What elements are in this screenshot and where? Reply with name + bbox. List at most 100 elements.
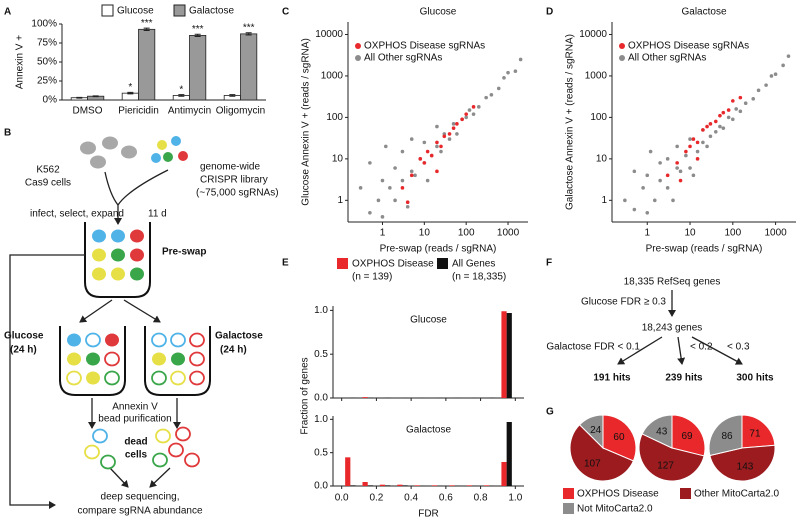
point	[413, 173, 417, 178]
chart-title: Glucose	[420, 7, 457, 18]
y-tick-label: 0.5	[314, 447, 328, 458]
bar	[240, 33, 258, 101]
point	[678, 169, 683, 174]
slice-label: 43	[656, 426, 668, 437]
point	[405, 200, 410, 205]
slice-label: 71	[749, 429, 761, 440]
point	[701, 128, 705, 132]
cells-label: Cas9 cells	[25, 178, 71, 189]
slice-label: 86	[721, 431, 733, 442]
significance: ***	[243, 22, 255, 33]
purification-label: bead purification	[98, 414, 171, 425]
point	[368, 211, 372, 215]
point	[422, 140, 427, 145]
cell	[84, 444, 100, 460]
point	[439, 144, 443, 149]
cell	[67, 333, 81, 347]
point	[701, 140, 705, 145]
cell	[92, 229, 106, 243]
point	[471, 112, 476, 116]
point	[467, 108, 472, 112]
cell	[151, 332, 167, 348]
point	[464, 115, 468, 120]
cell	[168, 442, 184, 458]
point	[383, 144, 388, 149]
bar	[189, 35, 207, 101]
y-tick-label: 1	[337, 195, 343, 206]
cell	[152, 352, 166, 366]
cell	[67, 352, 81, 366]
point	[691, 173, 696, 178]
bar	[367, 485, 373, 486]
bar	[431, 485, 438, 486]
point	[435, 144, 439, 149]
pie-slice	[569, 424, 635, 482]
pie-slice	[578, 414, 604, 450]
legend-label: Galactose	[189, 6, 234, 17]
point	[435, 124, 439, 129]
facet-title: Glucose	[410, 315, 447, 326]
y-tick-label: 0%	[43, 95, 58, 106]
point	[623, 198, 627, 203]
point	[671, 198, 675, 203]
point	[726, 108, 731, 112]
readout-label: deep sequencing,	[101, 492, 180, 503]
point	[409, 137, 414, 141]
y-axis-label: Annexin V +	[15, 35, 26, 89]
point	[388, 186, 392, 190]
arrow	[114, 169, 169, 225]
library-label: genome-wide	[200, 162, 260, 173]
point	[648, 149, 653, 154]
cell	[152, 452, 168, 468]
x-axis-label: Pre-swap (reads / sgRNA)	[380, 244, 497, 255]
arrow	[149, 467, 171, 488]
bar	[501, 311, 507, 398]
arrow	[9, 254, 85, 509]
arrow	[79, 299, 113, 323]
bar	[506, 422, 512, 486]
point	[476, 105, 481, 109]
y-tick-label: 1	[601, 195, 607, 206]
y-tick-label: 1.0	[314, 414, 328, 425]
point	[632, 207, 637, 212]
point	[464, 112, 468, 116]
legend-marker	[619, 43, 625, 49]
error-bar	[92, 95, 99, 98]
bar	[345, 457, 351, 486]
legend-swatch	[337, 258, 348, 269]
total-label: 18,335 RefSeq genes	[624, 277, 721, 288]
y-tick-label: 100	[326, 112, 343, 123]
y-tick-label: 1000	[585, 71, 608, 82]
bar	[385, 485, 391, 486]
legend-swatch	[563, 488, 574, 499]
pie-slice	[641, 414, 673, 449]
bar	[379, 484, 386, 486]
legend-label: Glucose	[117, 6, 154, 17]
cell	[66, 370, 82, 386]
point	[781, 63, 785, 68]
cells-label: K562	[36, 165, 60, 176]
x-tick-label: 0.0	[335, 493, 349, 504]
point	[455, 132, 459, 136]
point	[764, 83, 768, 87]
point	[409, 173, 414, 178]
point	[418, 157, 423, 161]
bar	[501, 462, 507, 486]
x-tick-label: 100	[458, 228, 475, 239]
cell	[121, 145, 137, 159]
point	[738, 95, 743, 100]
panel-label: C	[282, 7, 289, 18]
threshold-label: < 0.3	[727, 342, 750, 353]
bar	[362, 397, 368, 398]
bar	[138, 28, 156, 101]
point	[675, 166, 679, 170]
error-bar	[143, 27, 150, 31]
x-tick-label: 1000	[497, 228, 520, 239]
point	[708, 122, 713, 126]
point	[425, 178, 430, 183]
legend-label: OXPHOS Disease	[577, 489, 659, 500]
cell	[104, 370, 120, 386]
cell	[151, 153, 161, 163]
x-axis-label: FDR	[418, 509, 439, 520]
x-tick-label: 10	[684, 228, 696, 239]
